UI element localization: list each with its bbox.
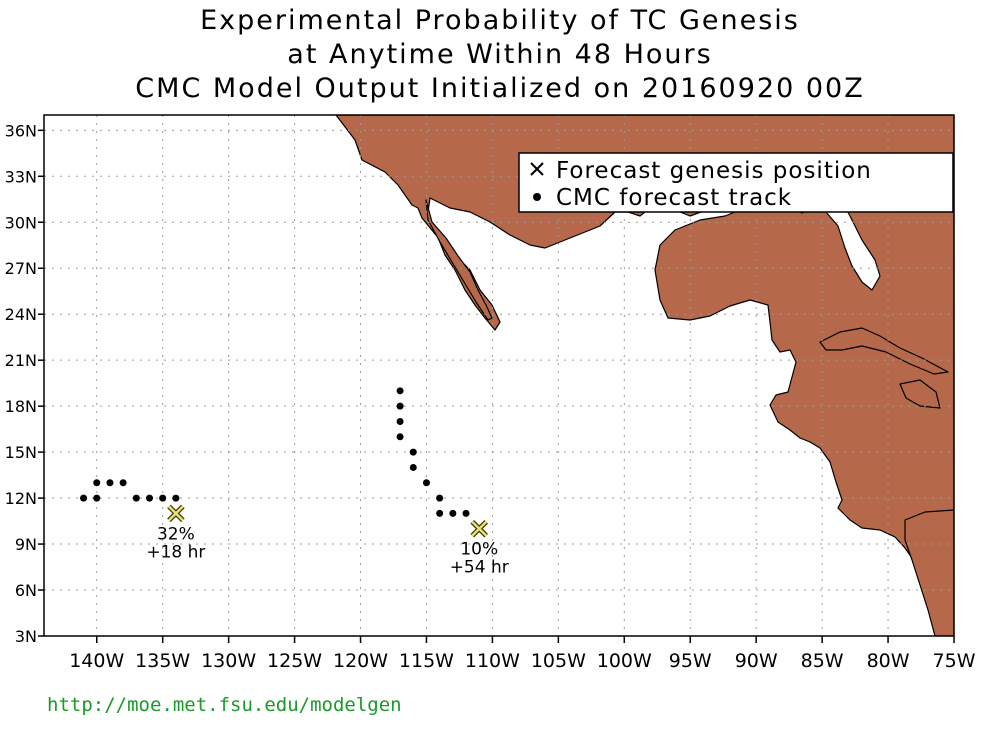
title-line-1: Experimental Probability of TC Genesis xyxy=(200,5,800,36)
track-point xyxy=(396,433,404,441)
track-point xyxy=(80,494,88,502)
genesis-time-label: +18 hr xyxy=(146,542,205,562)
lat-tick-label: 18N xyxy=(5,397,37,416)
lat-tick-label: 24N xyxy=(5,305,37,324)
lon-tick-label: 90W xyxy=(735,650,778,672)
lat-tick-label: 27N xyxy=(5,259,37,278)
footer-url-link[interactable]: http://moe.met.fsu.edu/modelgen xyxy=(47,694,402,716)
track-point xyxy=(396,417,404,425)
legend-x-icon xyxy=(530,162,544,176)
lat-tick-label: 36N xyxy=(5,121,37,140)
forecast-tracks: 32%+18 hr 10%+54 hr xyxy=(80,387,509,578)
track-point xyxy=(422,479,430,487)
lat-tick-label: 12N xyxy=(5,489,37,508)
genesis-time-label: +54 hr xyxy=(450,558,509,578)
lat-tick-label: 30N xyxy=(5,213,37,232)
lon-tick-label: 125W xyxy=(267,650,322,672)
track-point xyxy=(436,509,444,517)
track-point xyxy=(106,479,114,487)
lon-tick-label: 120W xyxy=(333,650,388,672)
track-point xyxy=(93,479,101,487)
north-america-land xyxy=(335,115,954,636)
lon-tick-label: 75W xyxy=(933,650,976,672)
lon-tick-label: 130W xyxy=(201,650,256,672)
track-point xyxy=(132,494,140,502)
genesis-probability-label: 10% xyxy=(460,540,498,560)
title-line-2: at Anytime Within 48 Hours xyxy=(287,39,713,70)
genesis-marker xyxy=(471,520,488,537)
track-point xyxy=(396,402,404,410)
track-point xyxy=(159,494,167,502)
lon-tick-label: 80W xyxy=(867,650,910,672)
legend-dot-icon xyxy=(533,193,541,201)
lon-tick-label: 115W xyxy=(399,650,454,672)
lat-tick-label: 15N xyxy=(5,443,37,462)
track-point xyxy=(119,479,127,487)
lon-tick-label: 110W xyxy=(465,650,520,672)
lat-tick-label: 9N xyxy=(15,535,37,554)
track-point xyxy=(146,494,154,502)
hispaniola xyxy=(899,379,941,409)
genesis-marker xyxy=(168,505,184,522)
south-america-coast xyxy=(904,509,954,636)
axis-ticks: 140W 135W 130W 125W 120W 115W 110W 105W 100W 95W 9… xyxy=(5,121,976,672)
legend-genesis-label: Forecast genesis position xyxy=(556,158,872,184)
track-point xyxy=(449,509,457,517)
track-point xyxy=(462,509,470,517)
lon-tick-label: 85W xyxy=(801,650,844,672)
lon-tick-label: 135W xyxy=(135,650,190,672)
land-masses xyxy=(335,115,954,636)
lon-tick-label: 140W xyxy=(69,650,124,672)
lat-tick-label: 21N xyxy=(5,351,37,370)
lon-tick-label: 95W xyxy=(669,650,712,672)
track-point xyxy=(409,463,417,471)
legend-track-label: CMC forecast track xyxy=(556,185,792,211)
lon-tick-label: 100W xyxy=(597,650,652,672)
track-point xyxy=(436,494,444,502)
track-point xyxy=(396,387,404,395)
lat-tick-label: 33N xyxy=(5,167,37,186)
track-point xyxy=(93,494,101,502)
track-point xyxy=(172,494,180,502)
map-legend: Forecast genesis position CMC forecast t… xyxy=(518,152,954,213)
genesis-probability-label: 32% xyxy=(157,524,195,544)
lat-tick-label: 6N xyxy=(15,581,37,600)
lat-tick-label: 3N xyxy=(15,627,37,646)
title-line-3: CMC Model Output Initialized on 20160920… xyxy=(135,73,865,104)
map-frame xyxy=(43,114,955,637)
baja-california xyxy=(425,199,493,321)
track-point xyxy=(409,448,417,456)
cuba xyxy=(819,327,949,375)
lon-tick-label: 105W xyxy=(531,650,586,672)
legend-box xyxy=(518,152,954,213)
